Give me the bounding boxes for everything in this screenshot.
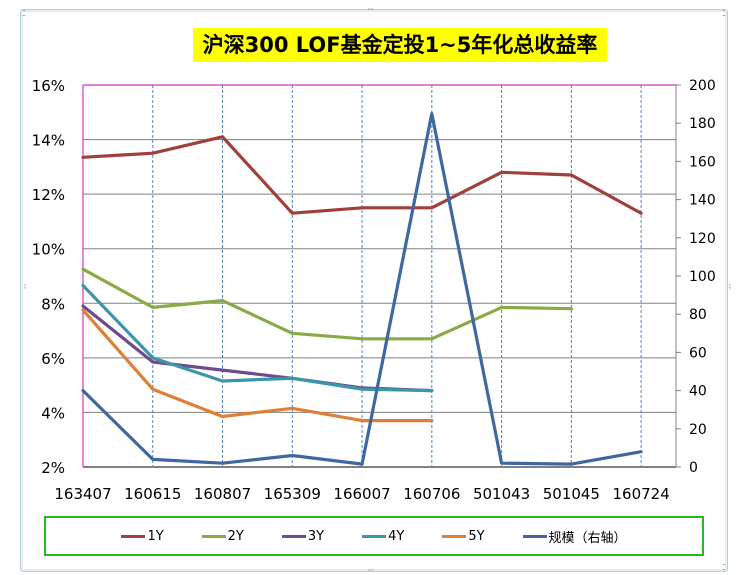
y-right-tick-label: 0: [689, 460, 698, 476]
y-right-tick-label: 60: [689, 345, 707, 361]
resize-handle-bottom-right[interactable]: ⁚⁚: [722, 563, 726, 572]
legend-item: 规模（右轴）: [522, 527, 627, 546]
y-left-tick-label: 4%: [41, 404, 65, 422]
x-tick-label: 160807: [194, 485, 251, 503]
legend-item: 5Y: [442, 528, 485, 544]
y-right-tick-label: 140: [689, 193, 716, 209]
y-right-tick-label: 160: [689, 154, 716, 170]
x-tick-label: 165309: [264, 485, 321, 503]
resize-handle-top-left[interactable]: ⁚⁚: [22, 9, 26, 18]
series-line-2Y: [81, 267, 574, 341]
x-tick-label: 163407: [54, 485, 111, 503]
resize-handle-left[interactable]: ····: [20, 283, 29, 290]
legend-label: 3Y: [307, 528, 325, 544]
legend-label: 规模（右轴）: [548, 530, 627, 546]
y-left-tick-label: 16%: [32, 77, 65, 95]
resize-handle-bottom[interactable]: ····: [367, 566, 374, 575]
series-line-4Y: [81, 283, 434, 393]
y-right-tick-label: 40: [689, 384, 707, 400]
legend-line-swatch: [522, 534, 547, 538]
y-right-tick-label: 180: [689, 116, 716, 132]
series-line-1Y: [81, 135, 643, 215]
y-right-tick-label: 100: [689, 269, 716, 285]
x-tick-label: 501045: [543, 485, 600, 503]
y-left-tick-label: 6%: [41, 350, 65, 368]
series-line-5Y: [81, 308, 434, 423]
chart-frame[interactable]: [20, 9, 728, 572]
resize-handle-top[interactable]: ····: [367, 5, 374, 14]
legend-label: 1Y: [147, 528, 164, 544]
legend-line-swatch: [281, 534, 306, 538]
legend-label: 4Y: [388, 528, 405, 544]
x-tick-label: 501043: [473, 485, 530, 503]
chart-title: 沪深300 LOF基金定投1~5年化总收益率: [193, 28, 607, 62]
x-tick-label: 160706: [403, 485, 460, 503]
y-right-tick-label: 120: [689, 231, 716, 247]
legend-line-swatch: [362, 534, 387, 538]
y-right-tick-label: 80: [689, 307, 707, 323]
y-left-tick-label: 10%: [32, 241, 65, 259]
legend-line-swatch: [121, 534, 146, 538]
legend-item: 2Y: [201, 528, 244, 544]
legend-item: 3Y: [281, 528, 325, 544]
legend-label: 2Y: [227, 528, 244, 544]
resize-handle-top-right[interactable]: ⁚⁚: [722, 9, 726, 18]
y-left-tick-label: 2%: [41, 459, 65, 477]
legend-label: 5Y: [468, 528, 485, 544]
legend-item: 1Y: [121, 528, 164, 544]
y-right-tick-label: 200: [689, 78, 716, 94]
y-right-tick-label: 20: [689, 422, 707, 438]
y-left-tick-label: 12%: [32, 186, 65, 204]
legend-line-swatch: [442, 534, 467, 538]
x-tick-label: 160615: [124, 485, 181, 503]
chart-legend: 1Y 2Y 3Y 4Y 5Y 规模（右轴）: [44, 516, 704, 556]
x-tick-label: 166007: [333, 485, 390, 503]
y-left-tick-label: 14%: [32, 132, 65, 150]
resize-handle-right[interactable]: ····: [725, 283, 734, 290]
x-tick-label: 160724: [612, 485, 669, 503]
legend-item: 4Y: [362, 529, 404, 544]
y-left-tick-label: 8%: [41, 295, 65, 313]
legend-line-swatch: [201, 534, 226, 538]
series-line-: [81, 111, 643, 466]
